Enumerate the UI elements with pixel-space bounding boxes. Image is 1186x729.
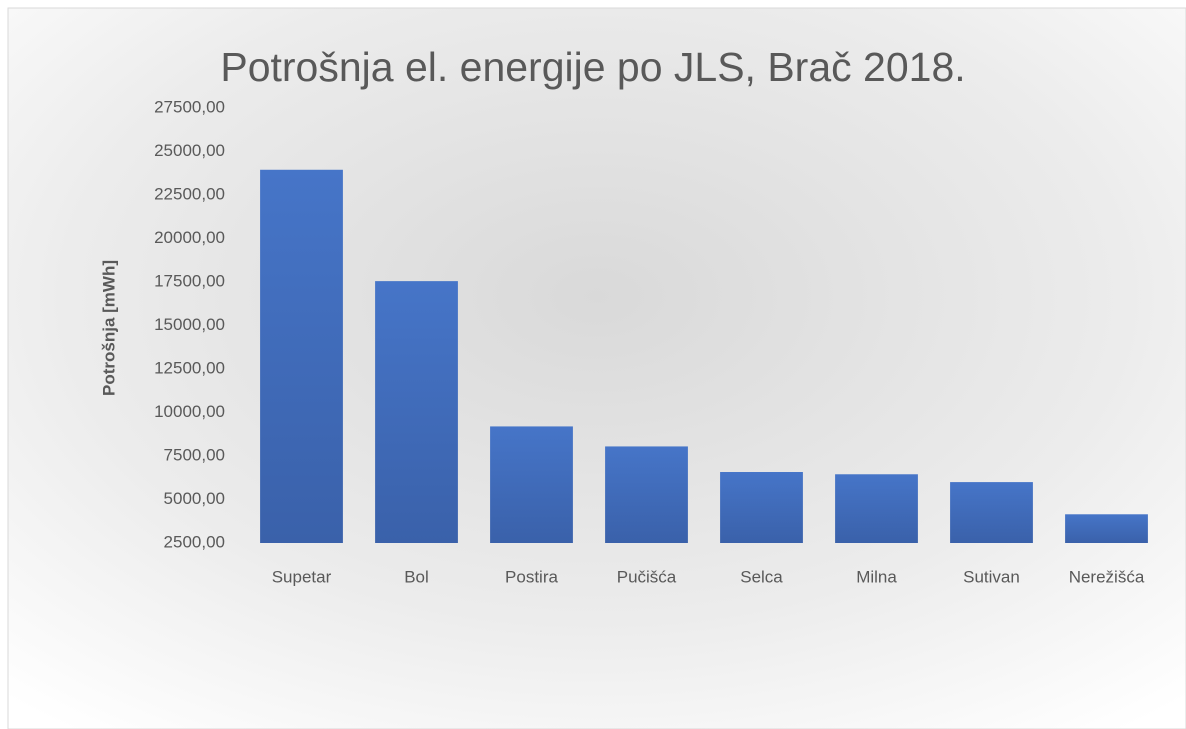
- x-tick-label: Sutivan: [963, 567, 1020, 586]
- chart-title: Potrošnja el. energije po JLS, Brač 2018…: [220, 44, 965, 90]
- x-tick-label: Pučišća: [617, 567, 677, 586]
- bar: [375, 281, 458, 543]
- bar: [490, 426, 573, 543]
- bar: [835, 474, 918, 543]
- y-tick-label: 22500,00: [154, 184, 225, 203]
- y-tick-label: 7500,00: [164, 445, 225, 464]
- y-tick-label: 5000,00: [164, 489, 225, 508]
- chart-background: [7, 7, 1186, 729]
- x-tick-label: Postira: [505, 567, 558, 586]
- y-tick-label: 27500,00: [154, 97, 225, 116]
- x-tick-label: Bol: [404, 567, 429, 586]
- y-tick-label: 15000,00: [154, 315, 225, 334]
- y-tick-label: 2500,00: [164, 532, 225, 551]
- y-tick-label: 10000,00: [154, 402, 225, 421]
- bar: [605, 446, 688, 543]
- x-tick-label: Nerežišća: [1069, 567, 1145, 586]
- y-tick-label: 20000,00: [154, 228, 225, 247]
- y-tick-label: 12500,00: [154, 358, 225, 377]
- y-tick-label: 17500,00: [154, 271, 225, 290]
- x-tick-label: Milna: [856, 567, 897, 586]
- x-tick-label: Supetar: [272, 567, 332, 586]
- bar: [720, 472, 803, 543]
- x-tick-label: Selca: [740, 567, 783, 586]
- bar: [950, 482, 1033, 543]
- y-axis-label: Potrošnja [mWh]: [99, 260, 118, 396]
- bar: [260, 169, 343, 543]
- y-tick-label: 25000,00: [154, 141, 225, 160]
- bar: [1065, 514, 1148, 543]
